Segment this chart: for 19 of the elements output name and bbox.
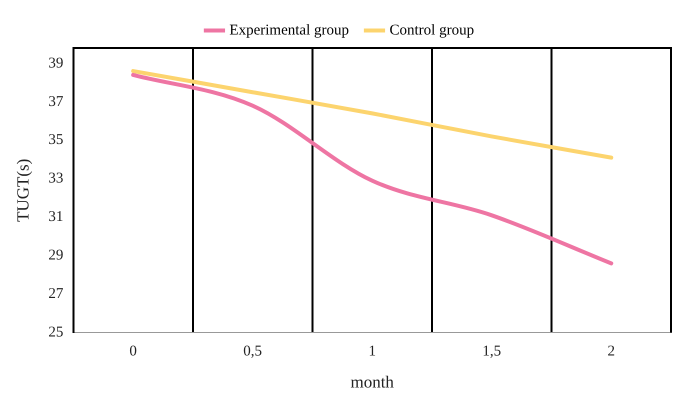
y-axis-title: TUGT(s) bbox=[14, 158, 33, 222]
y-tick-label: 39 bbox=[48, 55, 64, 72]
legend-label: Experimental group bbox=[229, 22, 349, 38]
x-tick-label: 2 bbox=[607, 344, 615, 360]
line-series bbox=[131, 72, 614, 266]
x-tick-label: 1,5 bbox=[482, 344, 502, 360]
y-tick-label: 27 bbox=[48, 286, 64, 302]
y-tick-label: 31 bbox=[48, 209, 64, 226]
x-tick-label: 0 bbox=[129, 344, 137, 360]
x-axis-title: month bbox=[350, 372, 394, 392]
y-tick-label: 29 bbox=[48, 248, 64, 264]
y-tick-label: 25 bbox=[48, 324, 64, 341]
y-tick-label: 35 bbox=[48, 132, 64, 148]
x-tick-label: 0,5 bbox=[243, 344, 262, 360]
y-tick-label: 33 bbox=[48, 170, 64, 187]
legend-label: Control group bbox=[389, 22, 474, 38]
line-series bbox=[131, 69, 614, 160]
x-tick-label: 1 bbox=[368, 344, 376, 360]
y-tick-label: 37 bbox=[48, 94, 64, 110]
